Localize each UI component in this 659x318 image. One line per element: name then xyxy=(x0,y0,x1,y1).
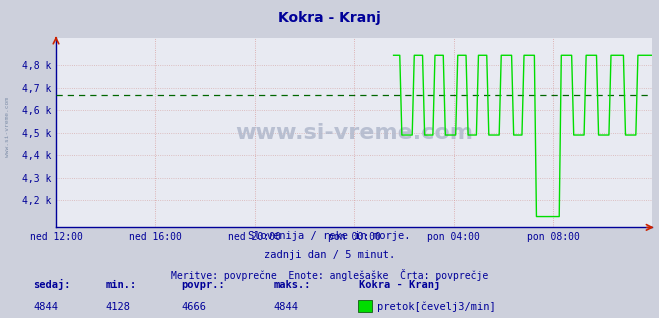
Text: 4128: 4128 xyxy=(105,302,130,312)
Text: Kokra - Kranj: Kokra - Kranj xyxy=(359,279,440,290)
Text: www.si-vreme.com: www.si-vreme.com xyxy=(235,123,473,143)
Text: www.si-vreme.com: www.si-vreme.com xyxy=(5,97,11,157)
Text: 4844: 4844 xyxy=(33,302,58,312)
Text: zadnji dan / 5 minut.: zadnji dan / 5 minut. xyxy=(264,250,395,259)
Text: povpr.:: povpr.: xyxy=(181,280,225,290)
Text: pretok[čevelj3/min]: pretok[čevelj3/min] xyxy=(377,301,496,312)
Text: maks.:: maks.: xyxy=(273,280,311,290)
Text: Slovenija / reke in morje.: Slovenija / reke in morje. xyxy=(248,231,411,240)
Text: Meritve: povprečne  Enote: anglešaške  Črta: povprečje: Meritve: povprečne Enote: anglešaške Črt… xyxy=(171,269,488,281)
Text: min.:: min.: xyxy=(105,280,136,290)
Text: Kokra - Kranj: Kokra - Kranj xyxy=(278,11,381,25)
Text: sedaj:: sedaj: xyxy=(33,279,71,290)
Text: 4844: 4844 xyxy=(273,302,299,312)
Text: 4666: 4666 xyxy=(181,302,206,312)
